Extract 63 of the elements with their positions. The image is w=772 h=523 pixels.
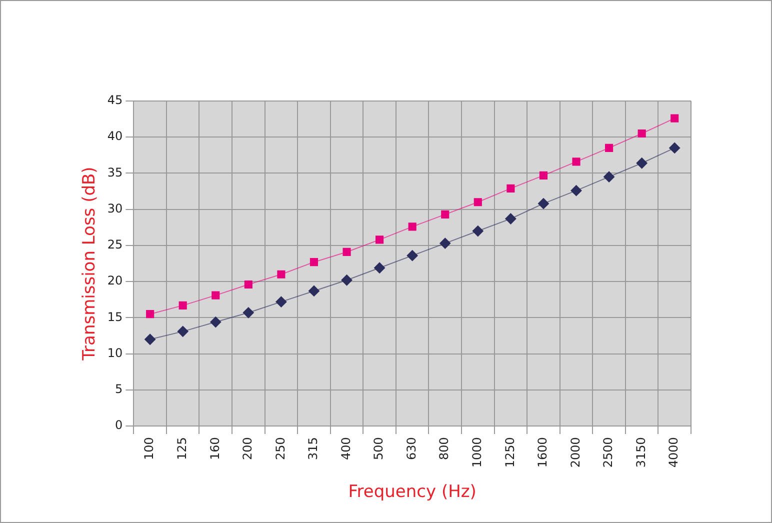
point [472,226,484,237]
y-tick-label: 45 [107,93,123,108]
point [441,210,450,218]
point [308,285,320,296]
point [604,171,615,182]
y-tick-label: 5 [115,382,123,396]
x-tick-label: 125 [174,437,189,460]
y-tick-label: 15 [107,310,123,324]
x-tick-label: 2500 [601,437,616,468]
point [342,248,351,256]
point [474,198,482,206]
point [539,171,548,180]
point [146,310,154,318]
point [310,258,318,266]
point [144,334,156,345]
point [638,129,646,138]
point [570,185,582,196]
y-tick-label: 35 [107,165,123,180]
point [276,296,287,308]
y-tick-label: 25 [107,238,123,252]
x-tick-label: 500 [372,437,386,460]
point [505,213,516,224]
x-tick-label: 160 [208,437,222,460]
point [244,280,252,289]
point [408,222,416,231]
point [210,316,222,328]
y-tick-label: 30 [107,201,123,216]
x-tick-label: 800 [437,437,452,460]
y-axis-title: Transmission Loss (dB) [80,166,100,362]
point [669,142,680,154]
x-tick-label: 4000 [666,437,681,468]
point [212,291,220,300]
x-tick-label: 3150 [634,437,648,468]
point [341,274,352,286]
y-tick-label: 40 [107,129,123,144]
point [670,114,679,122]
x-tick-label: 1000 [470,437,484,468]
point [177,326,188,337]
x-tick-label: 400 [338,437,353,460]
point [277,270,286,278]
point [242,307,254,318]
x-tick-label: 630 [404,437,418,460]
point [440,238,451,249]
x-tick-label: 100 [142,437,156,460]
point [406,250,418,262]
x-tick-label: 250 [273,437,288,460]
point [376,236,384,244]
point [605,144,614,152]
y-tick-label: 10 [107,346,123,360]
point [636,158,648,169]
point [572,158,580,166]
y-tick-label: 0 [115,418,123,432]
point [506,184,515,192]
x-tick-label: 200 [240,437,255,460]
y-tick-label: 20 [107,274,123,288]
point [374,262,386,274]
point [178,301,187,310]
x-tick-label: 2000 [568,437,582,468]
point [538,198,549,210]
x-tick-label: 1600 [536,437,550,468]
x-axis-title: Frequency (Hz) [348,482,476,502]
x-tick-label: 1250 [502,437,517,468]
x-tick-label: 315 [306,437,320,460]
